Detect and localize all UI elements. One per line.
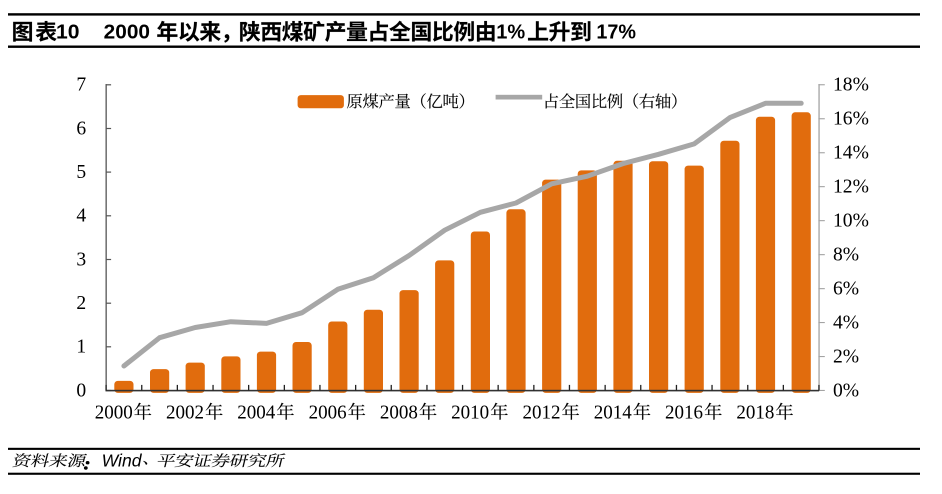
svg-text:1%: 1%	[496, 22, 525, 44]
svg-text:2002: 2002	[166, 401, 204, 423]
svg-text:0%: 0%	[833, 380, 859, 401]
svg-text:10: 10	[56, 22, 80, 44]
svg-text:4%: 4%	[833, 312, 859, 333]
svg-text:2004: 2004	[237, 401, 275, 423]
svg-text:2014: 2014	[594, 401, 632, 423]
svg-text:5: 5	[76, 162, 86, 183]
svg-text:7: 7	[76, 75, 86, 96]
svg-text:6%: 6%	[833, 279, 859, 300]
svg-text:2010: 2010	[451, 401, 489, 423]
svg-text:4: 4	[76, 206, 86, 227]
svg-text:12%: 12%	[833, 177, 869, 198]
svg-text:2016: 2016	[665, 401, 703, 423]
svg-text:2012: 2012	[522, 401, 560, 423]
svg-text:0: 0	[76, 380, 86, 401]
svg-text:8%: 8%	[833, 245, 859, 266]
svg-text:Wind: Wind	[102, 451, 143, 471]
svg-text:6: 6	[76, 118, 86, 139]
svg-text:18%: 18%	[833, 75, 869, 96]
svg-text:2000: 2000	[95, 401, 133, 423]
svg-text:3: 3	[76, 249, 86, 270]
svg-text:10%: 10%	[833, 211, 869, 232]
svg-text:2000: 2000	[104, 22, 150, 44]
svg-text:2%: 2%	[833, 346, 859, 367]
svg-text:1: 1	[76, 337, 86, 358]
svg-text:2: 2	[76, 293, 86, 314]
svg-text:16%: 16%	[833, 109, 869, 130]
svg-text:14%: 14%	[833, 143, 869, 164]
svg-text:2018: 2018	[736, 401, 774, 423]
svg-text:17%: 17%	[596, 22, 636, 44]
svg-text:2008: 2008	[380, 401, 418, 423]
svg-text:2006: 2006	[309, 401, 347, 423]
